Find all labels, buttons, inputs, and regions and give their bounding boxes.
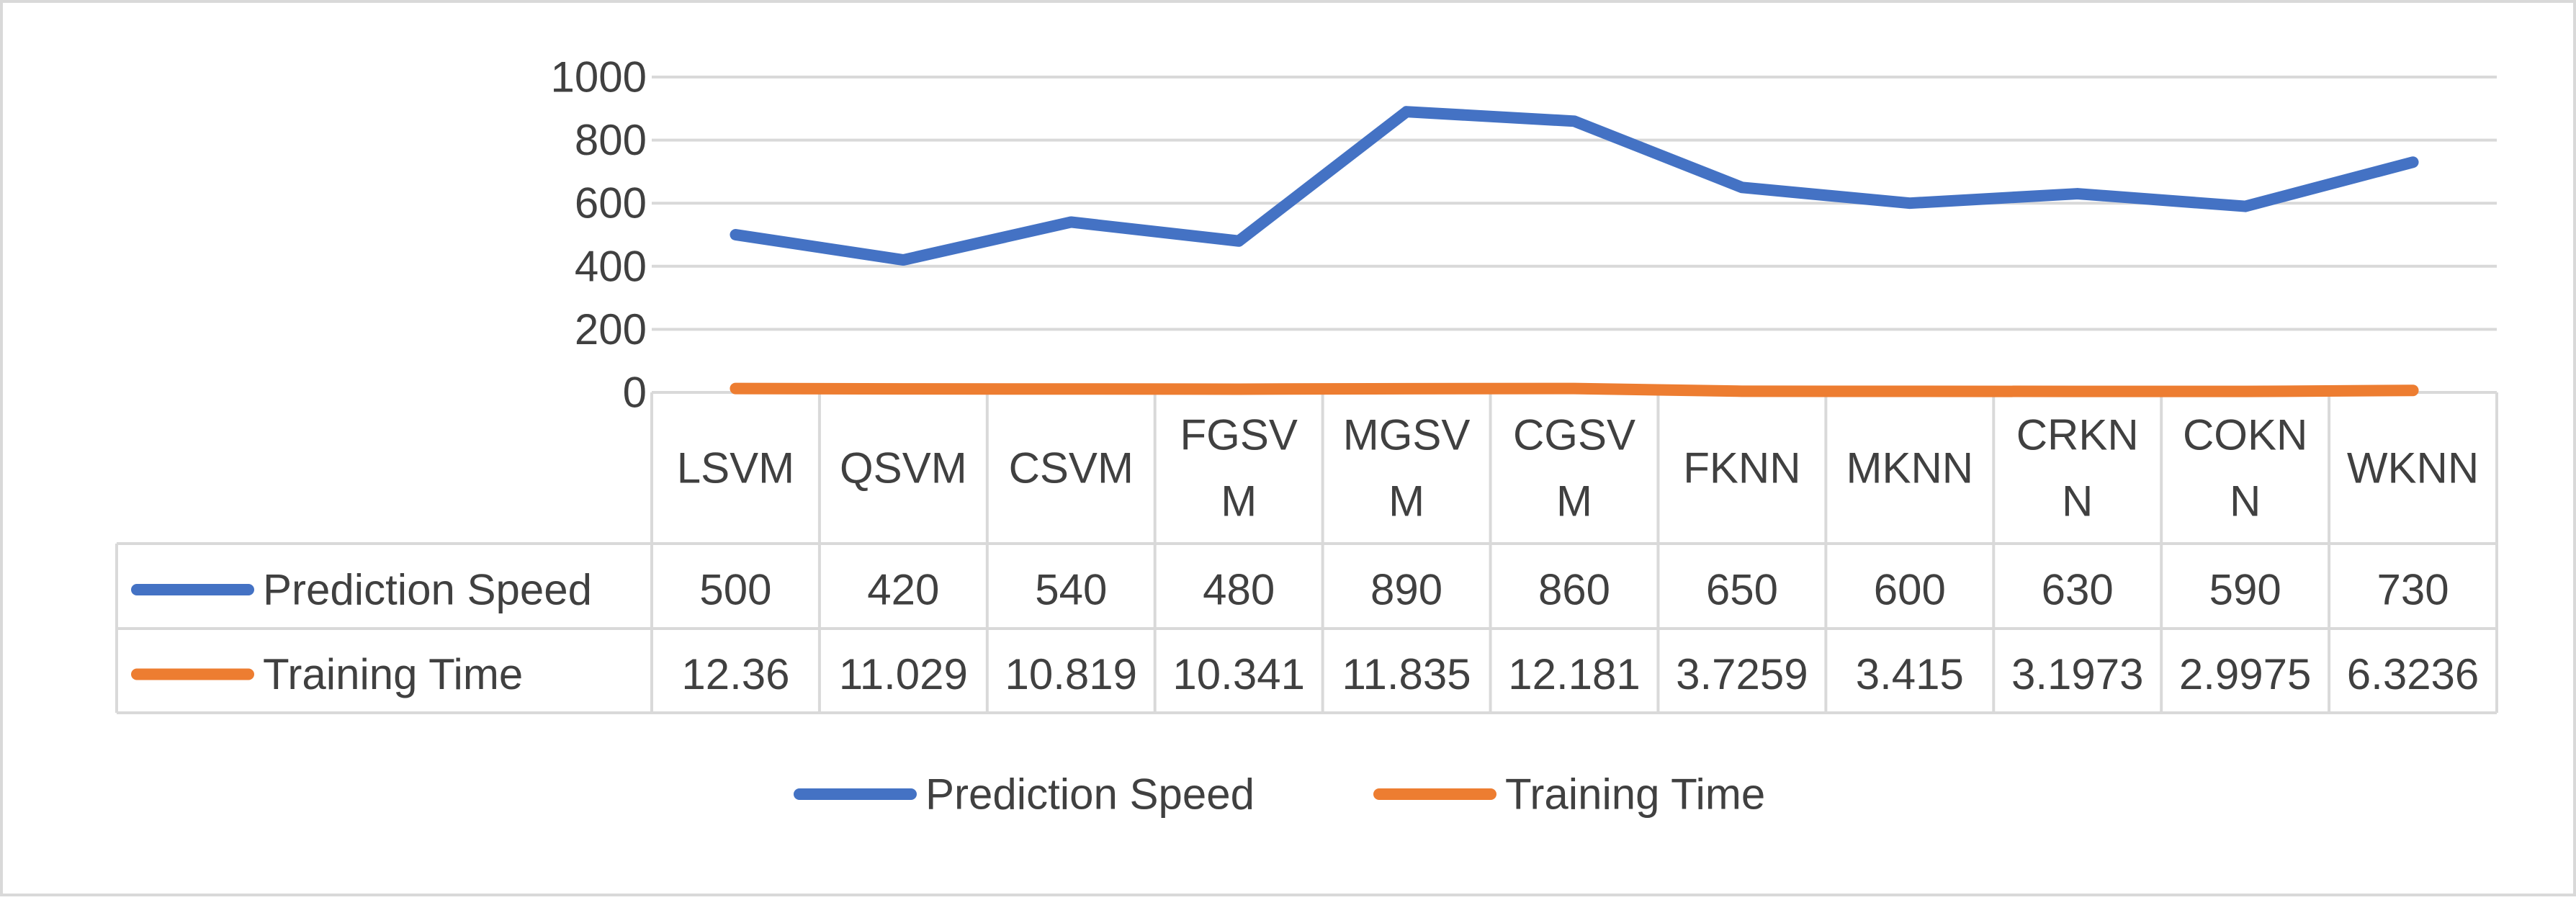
- series-line: [730, 106, 2419, 266]
- data-table: LSVM QSVM CSVM FGSV M MGSV M CGSV M FKNN MKNN CRKN N…: [115, 392, 2498, 714]
- table-cell-value: 10.341: [1172, 650, 1305, 698]
- series-line: [730, 382, 2419, 397]
- category-label: MKNN: [1846, 444, 1973, 492]
- table-cell-value: 480: [1203, 566, 1275, 614]
- category-label: QSVM: [840, 444, 967, 492]
- table-cell-value: 3.415: [1856, 650, 1964, 698]
- table-cell-value: 500: [699, 566, 771, 614]
- table-series-name: Training Time: [263, 650, 523, 698]
- table-cell-value: 10.819: [1005, 650, 1138, 698]
- y-tick-label: 0: [623, 369, 647, 417]
- category-label: WKNN: [2347, 444, 2479, 492]
- y-tick-label: 600: [575, 179, 647, 228]
- table-cell-value: 860: [1538, 566, 1610, 614]
- legend: Prediction Speed Training Time: [794, 770, 1765, 819]
- legend-label: Prediction Speed: [925, 770, 1255, 819]
- table-cell-value: 650: [1706, 566, 1778, 614]
- category-label: CRKN N: [2016, 411, 2139, 526]
- y-axis-tick-labels: 0 200 400 600 800 1000: [551, 53, 647, 417]
- category-label: MGSV M: [1343, 411, 1471, 526]
- table-cell-value: 730: [2377, 566, 2449, 614]
- category-label: CSVM: [1009, 444, 1134, 492]
- table-cell-value: 590: [2209, 566, 2281, 614]
- table-cell-value: 12.181: [1508, 650, 1641, 698]
- table-cell-value: 11.029: [839, 650, 968, 698]
- table-cell-value: 540: [1035, 566, 1107, 614]
- y-tick-label: 400: [575, 242, 647, 290]
- table-cell-value: 630: [2042, 566, 2114, 614]
- table-cell-value: 12.36: [681, 650, 789, 698]
- y-tick-label: 1000: [551, 53, 647, 102]
- table-cell-value: 11.835: [1342, 650, 1471, 698]
- table-cell-value: 420: [867, 566, 939, 614]
- table-cell-value: 600: [1874, 566, 1946, 614]
- category-label: LSVM: [677, 444, 794, 492]
- table-cell-value: 3.7259: [1676, 650, 1808, 698]
- table-cell-value: 2.9975: [2179, 650, 2312, 698]
- category-label: COKN N: [2183, 411, 2307, 526]
- category-label: CGSV M: [1513, 411, 1635, 526]
- series-lines: [730, 106, 2419, 397]
- category-label: FKNN: [1683, 444, 1800, 492]
- category-label: FGSV M: [1180, 411, 1298, 526]
- table-cell-value: 890: [1370, 566, 1442, 614]
- table-cell-value: 6.3236: [2347, 650, 2479, 698]
- y-tick-label: 800: [575, 116, 647, 164]
- legend-label: Training Time: [1505, 770, 1765, 819]
- table-cell-value: 3.1973: [2011, 650, 2144, 698]
- table-series-name: Prediction Speed: [263, 566, 592, 614]
- y-tick-label: 200: [575, 305, 647, 354]
